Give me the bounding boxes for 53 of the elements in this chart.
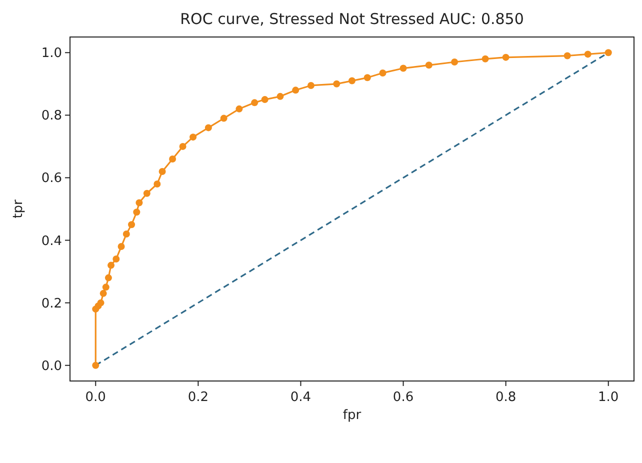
point [179, 142, 186, 150]
point [154, 180, 161, 188]
x-tick-label: 1.0 [598, 390, 619, 405]
point [276, 92, 284, 100]
x-tick-label: 0.8 [495, 390, 516, 405]
point [236, 105, 243, 112]
y-tick-label: 0.4 [41, 234, 62, 249]
point [604, 49, 612, 56]
point [92, 362, 100, 369]
point [502, 54, 510, 61]
x-tick-label: 0.6 [392, 390, 414, 405]
point [451, 58, 458, 66]
y-tick-label: 0.0 [41, 358, 62, 374]
point [122, 230, 130, 238]
x-axis-title: fpr [342, 408, 362, 423]
point [104, 274, 112, 282]
x-tick-label: 0.2 [188, 390, 209, 405]
y-tick-label: 0.6 [41, 171, 62, 186]
point [102, 284, 110, 291]
point [400, 64, 407, 72]
point [379, 69, 386, 76]
y-axis-title: tpr [11, 199, 26, 218]
y-tick-label: 1.0 [41, 46, 62, 62]
point [425, 62, 432, 69]
x-tick-label: 0.4 [290, 390, 312, 405]
point [584, 50, 592, 58]
point [169, 155, 176, 162]
point [307, 82, 314, 89]
point [348, 77, 356, 84]
point [118, 243, 125, 250]
point [108, 262, 115, 269]
point [482, 55, 489, 62]
point [128, 221, 136, 228]
point [261, 96, 268, 104]
point [158, 168, 166, 175]
point [333, 80, 340, 88]
point [136, 199, 143, 206]
point [97, 299, 104, 306]
point [220, 114, 228, 122]
point [204, 124, 212, 132]
point [364, 74, 371, 82]
point [564, 52, 571, 60]
point [133, 208, 140, 216]
point [143, 190, 150, 197]
y-tick-label: 0.8 [41, 108, 62, 124]
y-tick-label: 0.2 [41, 296, 62, 312]
point [251, 99, 258, 106]
point [100, 290, 107, 297]
point [112, 256, 120, 263]
x-tick-label: 0.0 [85, 390, 106, 405]
chart-title: ROC curve, Stressed Not Stressed AUC: 0.850 [180, 10, 524, 28]
point [292, 86, 300, 94]
point [190, 134, 197, 141]
